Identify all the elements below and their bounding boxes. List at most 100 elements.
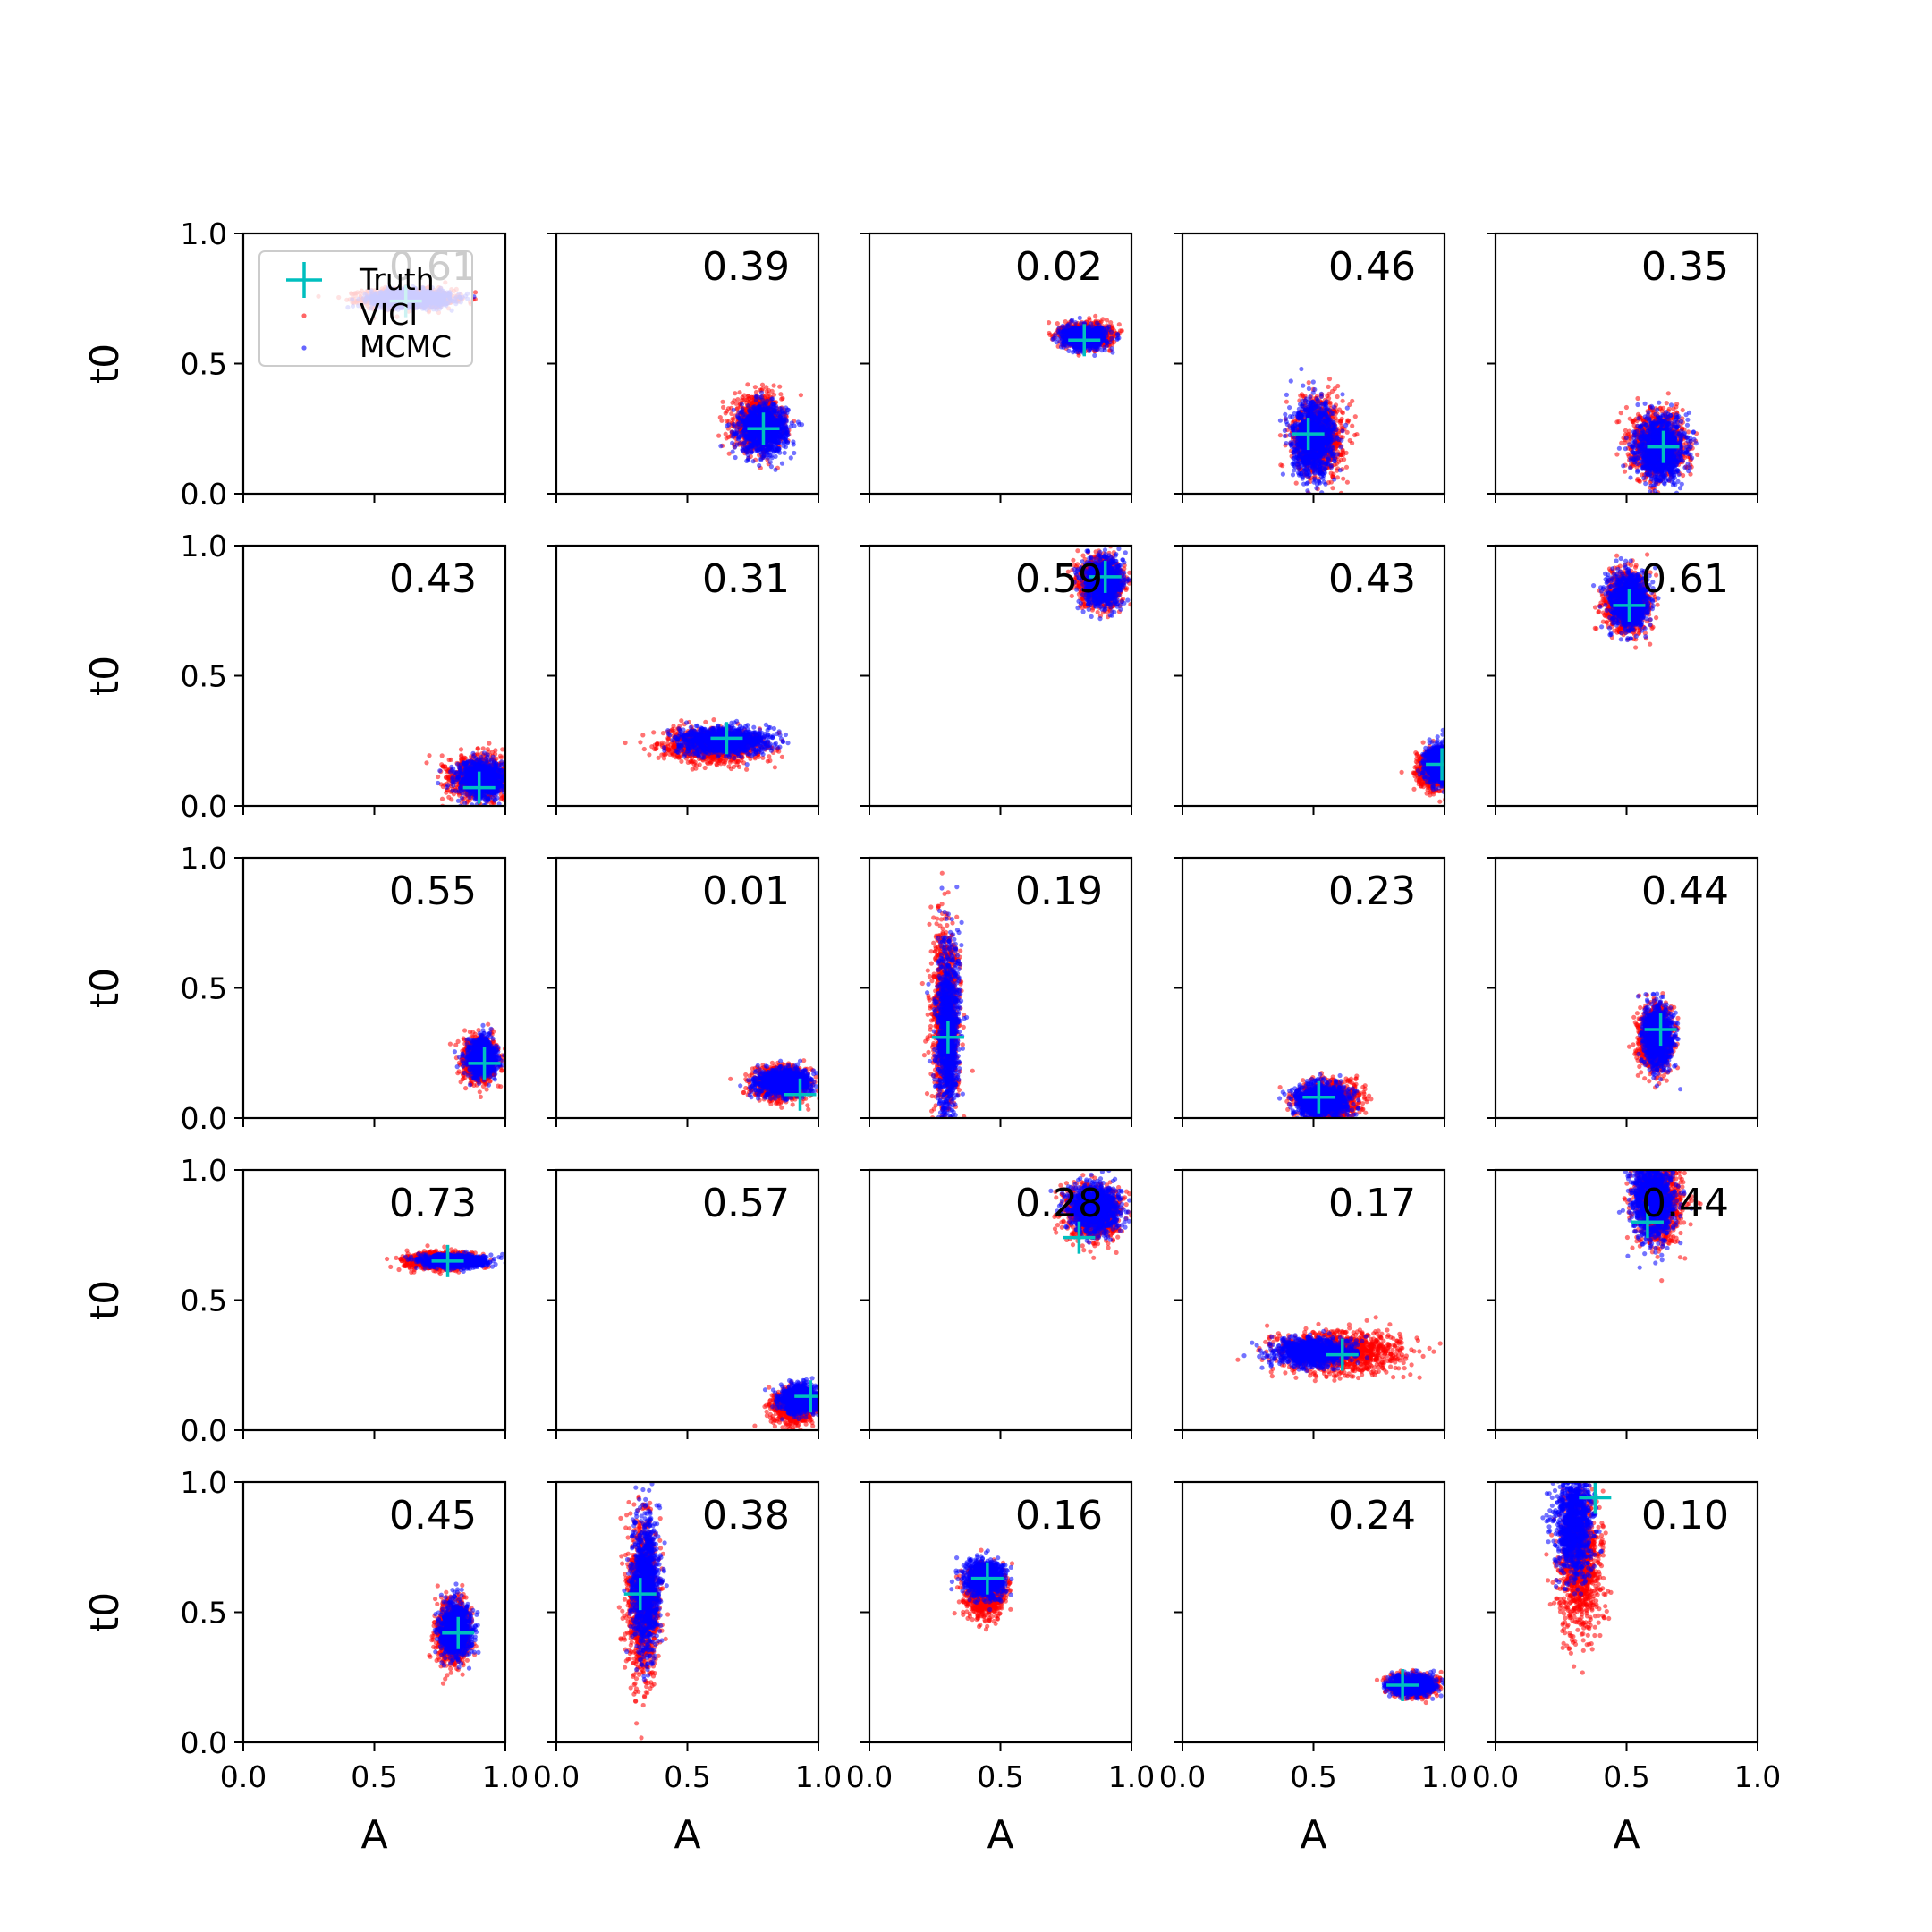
vici-point <box>745 382 750 387</box>
mcmc-point <box>765 413 771 419</box>
mcmc-point <box>784 438 789 444</box>
mcmc-point <box>730 440 735 445</box>
vici-point <box>733 391 738 396</box>
mcmc-point <box>784 411 790 416</box>
mcmc-point <box>763 408 768 413</box>
mcmc-point <box>754 394 759 400</box>
mcmc-point <box>730 449 735 454</box>
mcmc-point <box>774 448 779 453</box>
mcmc-point <box>767 406 773 411</box>
mcmc-point <box>784 434 789 439</box>
vici-point <box>777 384 783 389</box>
vici-point <box>752 385 758 390</box>
mcmc-point <box>750 459 756 464</box>
mcmc-point <box>736 430 742 436</box>
mcmc-point <box>753 414 758 419</box>
vici-point <box>759 386 766 392</box>
mcmc-point <box>758 456 764 462</box>
mcmc-point <box>752 432 758 437</box>
legend-label-vici: VICI <box>360 297 418 332</box>
mcmc-point <box>767 460 773 465</box>
vici-point <box>771 383 776 388</box>
mcmc-point <box>768 464 775 470</box>
vici-point <box>723 431 728 436</box>
mcmc-point <box>739 402 745 407</box>
legend-vici-marker <box>301 313 307 318</box>
mcmc-point <box>750 404 756 410</box>
vici-point <box>733 401 739 406</box>
legend-mcmc-marker <box>301 345 307 351</box>
mcmc-point <box>775 439 782 445</box>
mcmc-point <box>731 407 736 412</box>
vici-point <box>766 387 771 393</box>
mcmc-point <box>758 394 765 400</box>
vici-point <box>724 436 729 441</box>
y-tick-label: 1.0 <box>181 216 227 251</box>
mcmc-point <box>776 411 783 416</box>
mcmc-point <box>795 419 801 425</box>
mcmc-point <box>745 445 750 450</box>
mcmc-point <box>737 434 742 439</box>
mcmc-point <box>768 446 774 452</box>
mcmc-point <box>736 421 741 427</box>
mcmc-point <box>746 435 751 440</box>
vici-point <box>716 433 722 438</box>
mcmc-point <box>789 420 794 426</box>
mcmc-point <box>741 440 748 445</box>
mcmc-point <box>757 462 762 469</box>
mcmc-point <box>759 390 765 395</box>
mcmc-point <box>788 455 793 461</box>
vici-point <box>735 397 741 402</box>
y-tick-label: 0.5 <box>181 347 227 382</box>
mcmc-point <box>758 452 764 457</box>
mcmc-point <box>732 423 737 428</box>
panel-points <box>716 382 805 472</box>
vici-point <box>771 392 777 397</box>
legend-label-mcmc: MCMC <box>360 329 452 364</box>
mcmc-point <box>773 420 779 426</box>
mcmc-point <box>791 442 796 447</box>
mcmc-point <box>779 461 785 466</box>
mcmc-point <box>733 454 738 461</box>
vici-point <box>719 418 724 423</box>
panel-2: 0.39 <box>547 232 820 503</box>
vici-point <box>1046 320 1052 326</box>
mcmc-point <box>726 422 732 428</box>
vici-point <box>740 397 745 402</box>
mcmc-point <box>779 422 784 428</box>
vici-point <box>721 404 726 410</box>
mcmc-point <box>736 425 741 430</box>
mcmc-point <box>748 413 753 419</box>
mcmc-point <box>741 428 747 434</box>
mcmc-point <box>784 426 790 431</box>
mcmc-point <box>774 435 779 440</box>
mcmc-point <box>777 414 784 419</box>
legend-label-truth: Truth <box>359 262 435 297</box>
mcmc-point <box>746 455 751 462</box>
vici-point <box>734 406 740 411</box>
vici-point <box>720 399 725 404</box>
mcmc-point <box>741 433 747 438</box>
vici-point <box>778 392 784 397</box>
vici-point <box>798 393 804 398</box>
mcmc-point <box>765 443 770 448</box>
vici-point <box>726 451 732 456</box>
vici-point <box>759 382 766 387</box>
mcmc-point <box>747 423 752 428</box>
mcmc-point <box>777 418 784 423</box>
mcmc-point <box>763 449 769 454</box>
mcmc-point <box>767 435 772 440</box>
overlap-value: 0.39 <box>702 244 790 290</box>
mcmc-point <box>739 409 744 414</box>
vici-point <box>737 390 742 395</box>
mcmc-point <box>766 455 771 461</box>
vici-point <box>724 419 730 424</box>
mcmc-point <box>765 398 770 403</box>
mcmc-point <box>799 422 805 428</box>
mcmc-point <box>792 450 797 456</box>
vici-point <box>731 417 736 422</box>
mcmc-point <box>783 445 789 450</box>
mcmc-point <box>734 442 740 447</box>
vici-point <box>753 389 759 395</box>
